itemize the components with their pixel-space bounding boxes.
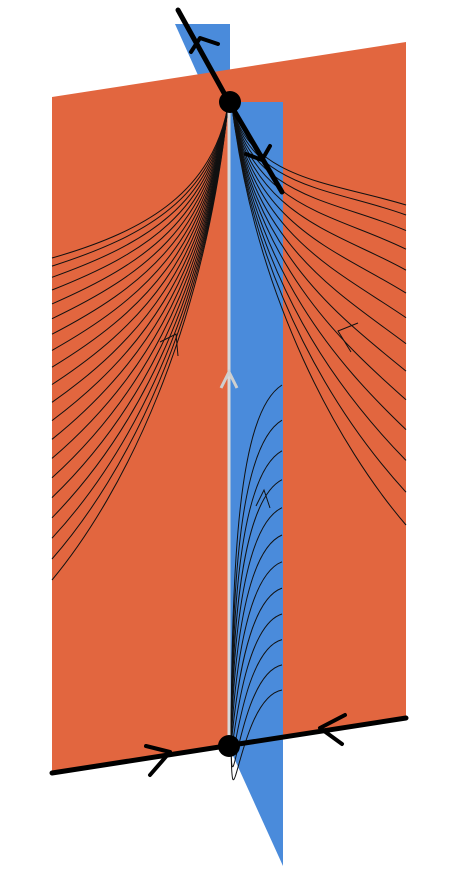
flow-line-left bbox=[51, 105, 229, 421]
bottom-equilibrium-point bbox=[218, 735, 240, 757]
axis-arrow-icon bbox=[219, 368, 239, 389]
blue-flow-arrow-icon bbox=[255, 488, 271, 509]
bottom-right-arrow-icon bbox=[318, 713, 347, 746]
bottom-left-arrow-icon bbox=[144, 744, 172, 777]
flow-line-left bbox=[51, 105, 229, 581]
flow-line-right bbox=[231, 105, 407, 461]
flow-line-blue bbox=[230, 561, 283, 743]
diagonal-orbit-arrow-icon bbox=[244, 144, 272, 162]
flow-line-right bbox=[231, 105, 407, 294]
flow-line-left bbox=[51, 105, 229, 305]
right-flow-lines bbox=[231, 105, 407, 526]
flow-line-right bbox=[231, 105, 407, 216]
flow-line-right bbox=[231, 105, 407, 250]
flow-line-right bbox=[231, 105, 407, 345]
flow-line-right bbox=[231, 105, 407, 232]
flow-line-left bbox=[51, 105, 229, 291]
top-equilibrium-point bbox=[219, 91, 241, 113]
flow-line-blue bbox=[230, 534, 283, 743]
flow-line-left bbox=[51, 105, 229, 368]
flow-line-left bbox=[51, 105, 229, 403]
flow-line-right bbox=[231, 105, 407, 271]
flow-line-left bbox=[51, 105, 229, 385]
diagonal-orbit-line bbox=[226, 99, 285, 195]
top-orbit-arrow-icon bbox=[189, 36, 220, 54]
top-orbit-line bbox=[175, 7, 232, 105]
flow-line-right bbox=[231, 105, 407, 493]
left-flow-lines bbox=[51, 105, 229, 581]
right-flow-arrow-icon bbox=[337, 322, 359, 353]
flow-line-right bbox=[231, 105, 407, 430]
flow-line-right bbox=[231, 105, 407, 319]
blue-plane-front bbox=[229, 102, 283, 866]
flow-line-right bbox=[231, 105, 407, 401]
flow-line-right bbox=[231, 105, 407, 526]
flow-line-left bbox=[51, 105, 229, 278]
flow-line-left bbox=[51, 105, 229, 335]
flow-line-left bbox=[51, 105, 229, 440]
left-flow-arrow-icon bbox=[159, 333, 179, 357]
flow-line-right bbox=[231, 105, 407, 206]
flow-line-left bbox=[51, 105, 229, 259]
flow-line-left bbox=[51, 105, 229, 267]
flow-line-blue bbox=[230, 689, 283, 781]
flow-line-left bbox=[51, 105, 229, 351]
flow-line-right bbox=[231, 105, 407, 372]
flow-line-left bbox=[51, 105, 229, 320]
